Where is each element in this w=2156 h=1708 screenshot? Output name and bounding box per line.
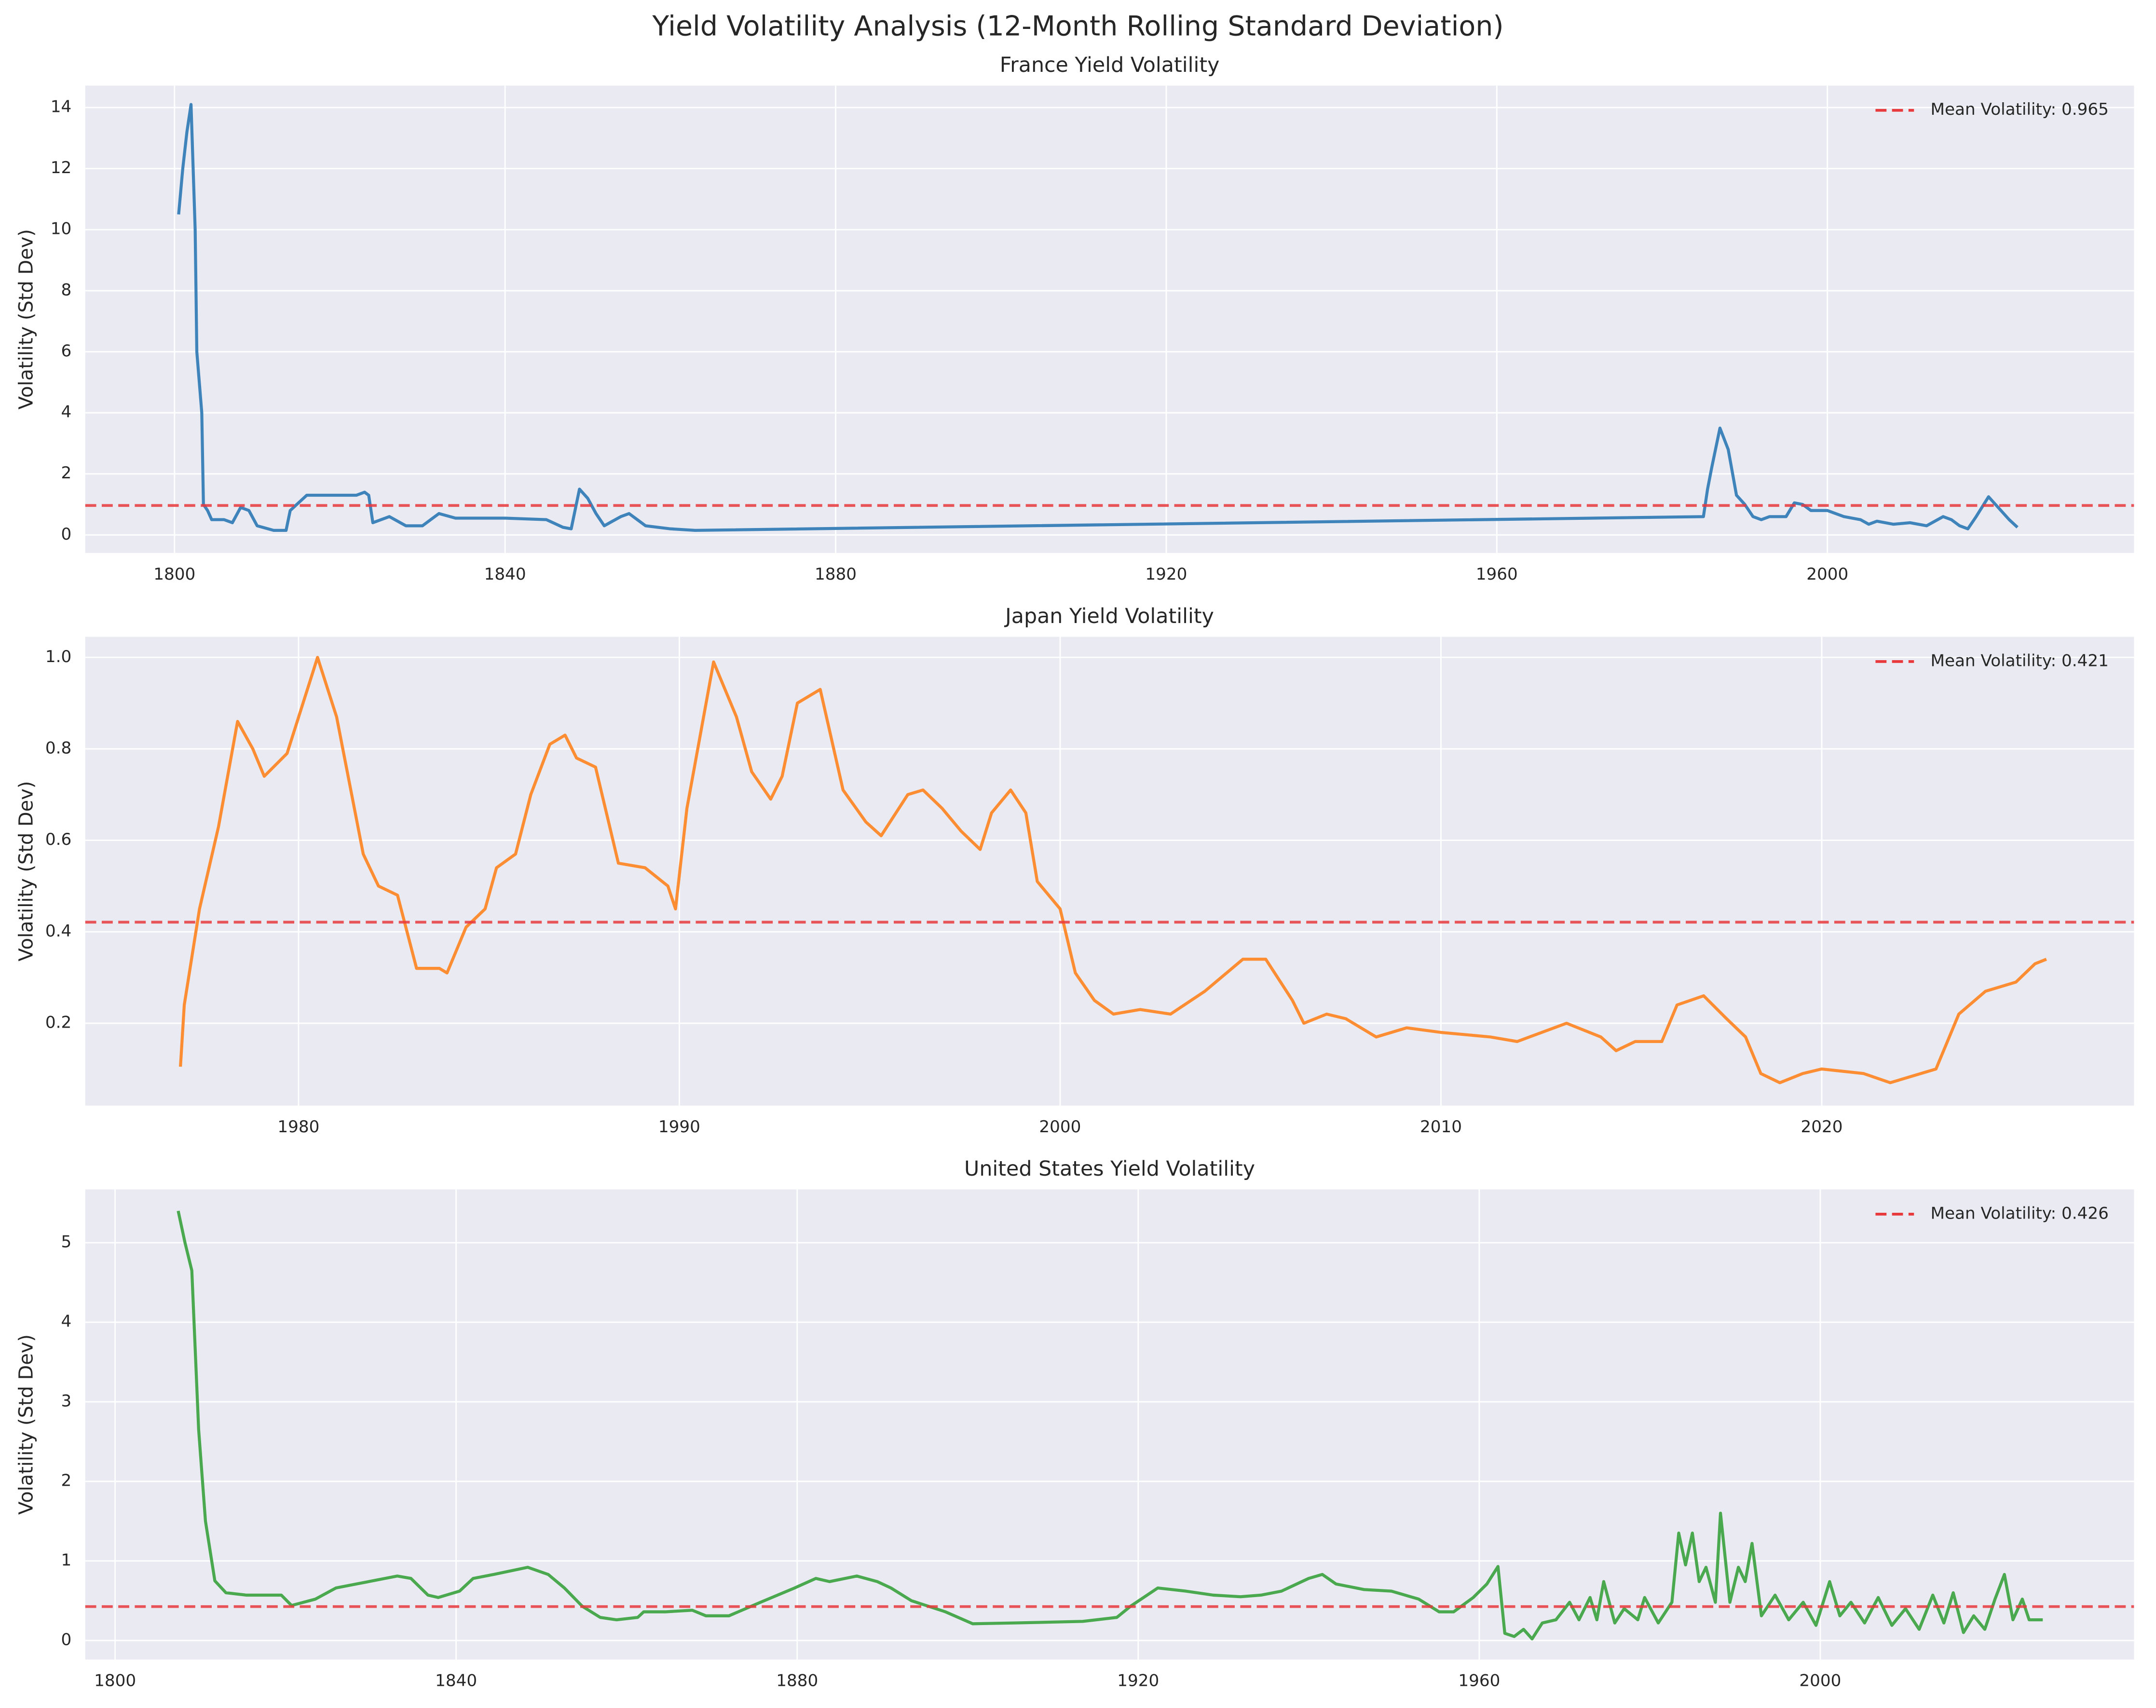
x-tick-label: 1960 bbox=[1458, 1671, 1500, 1691]
plot-background bbox=[85, 85, 2134, 553]
y-axis-label: Volatility (Std Dev) bbox=[15, 1334, 38, 1515]
x-tick-label: 1990 bbox=[658, 1117, 700, 1137]
x-tick-label: 1920 bbox=[1145, 565, 1187, 584]
y-tick-label: 1 bbox=[61, 1550, 71, 1570]
y-tick-label: 0 bbox=[61, 525, 71, 544]
legend-label: Mean Volatility: 0.421 bbox=[1930, 651, 2108, 670]
legend-label: Mean Volatility: 0.426 bbox=[1930, 1204, 2108, 1223]
y-axis-label: Volatility (Std Dev) bbox=[15, 781, 38, 962]
plot-background bbox=[85, 1189, 2134, 1660]
data-line bbox=[179, 656, 2047, 1084]
y-axis-label: Volatility (Std Dev) bbox=[15, 229, 38, 409]
subplot-title: France Yield Volatility bbox=[1000, 53, 1220, 77]
y-tick-label: 8 bbox=[61, 280, 71, 299]
y-tick-label: 0.2 bbox=[45, 1013, 71, 1032]
data-line bbox=[177, 103, 2019, 532]
y-tick-label: 0.4 bbox=[45, 922, 71, 941]
y-tick-label: 0 bbox=[61, 1630, 71, 1649]
x-tick-label: 1800 bbox=[153, 565, 195, 584]
x-tick-label: 1840 bbox=[484, 565, 526, 584]
x-tick-label: 1800 bbox=[94, 1671, 136, 1691]
y-tick-label: 3 bbox=[61, 1392, 71, 1411]
x-tick-label: 1980 bbox=[277, 1117, 319, 1137]
subplot: United States Yield Volatility Volatility… bbox=[15, 1157, 2134, 1691]
subplot: Japan Yield Volatility Volatility (Std De… bbox=[15, 604, 2134, 1137]
plot-background bbox=[85, 637, 2134, 1106]
y-tick-label: 4 bbox=[61, 403, 71, 422]
x-tick-label: 1960 bbox=[1476, 565, 1518, 584]
y-tick-label: 12 bbox=[51, 158, 72, 177]
y-tick-label: 10 bbox=[51, 219, 72, 239]
y-tick-label: 6 bbox=[61, 341, 71, 361]
x-tick-label: 1840 bbox=[435, 1671, 477, 1691]
x-tick-label: 1920 bbox=[1117, 1671, 1159, 1691]
y-tick-label: 0.8 bbox=[45, 738, 71, 758]
y-tick-label: 4 bbox=[61, 1312, 71, 1331]
x-tick-label: 2000 bbox=[1806, 565, 1848, 584]
subplot-title: United States Yield Volatility bbox=[964, 1157, 1255, 1181]
x-tick-label: 2000 bbox=[1039, 1117, 1081, 1137]
y-tick-label: 2 bbox=[61, 463, 71, 483]
legend-label: Mean Volatility: 0.965 bbox=[1930, 100, 2108, 119]
subplot: France Yield Volatility Volatility (Std D… bbox=[15, 53, 2134, 584]
figure-title: Yield Volatility Analysis (12-Month Roll… bbox=[652, 10, 1503, 42]
y-tick-label: 14 bbox=[51, 97, 72, 117]
x-tick-label: 2000 bbox=[1799, 1671, 1841, 1691]
subplot-title: Japan Yield Volatility bbox=[1004, 604, 1214, 628]
x-tick-label: 2020 bbox=[1801, 1117, 1842, 1137]
x-tick-label: 1880 bbox=[776, 1671, 818, 1691]
x-tick-label: 1880 bbox=[815, 565, 857, 584]
y-tick-label: 5 bbox=[61, 1233, 71, 1252]
x-tick-label: 2010 bbox=[1420, 1117, 1462, 1137]
y-tick-label: 2 bbox=[61, 1471, 71, 1491]
y-tick-label: 1.0 bbox=[45, 647, 71, 666]
y-tick-label: 0.6 bbox=[45, 830, 71, 849]
